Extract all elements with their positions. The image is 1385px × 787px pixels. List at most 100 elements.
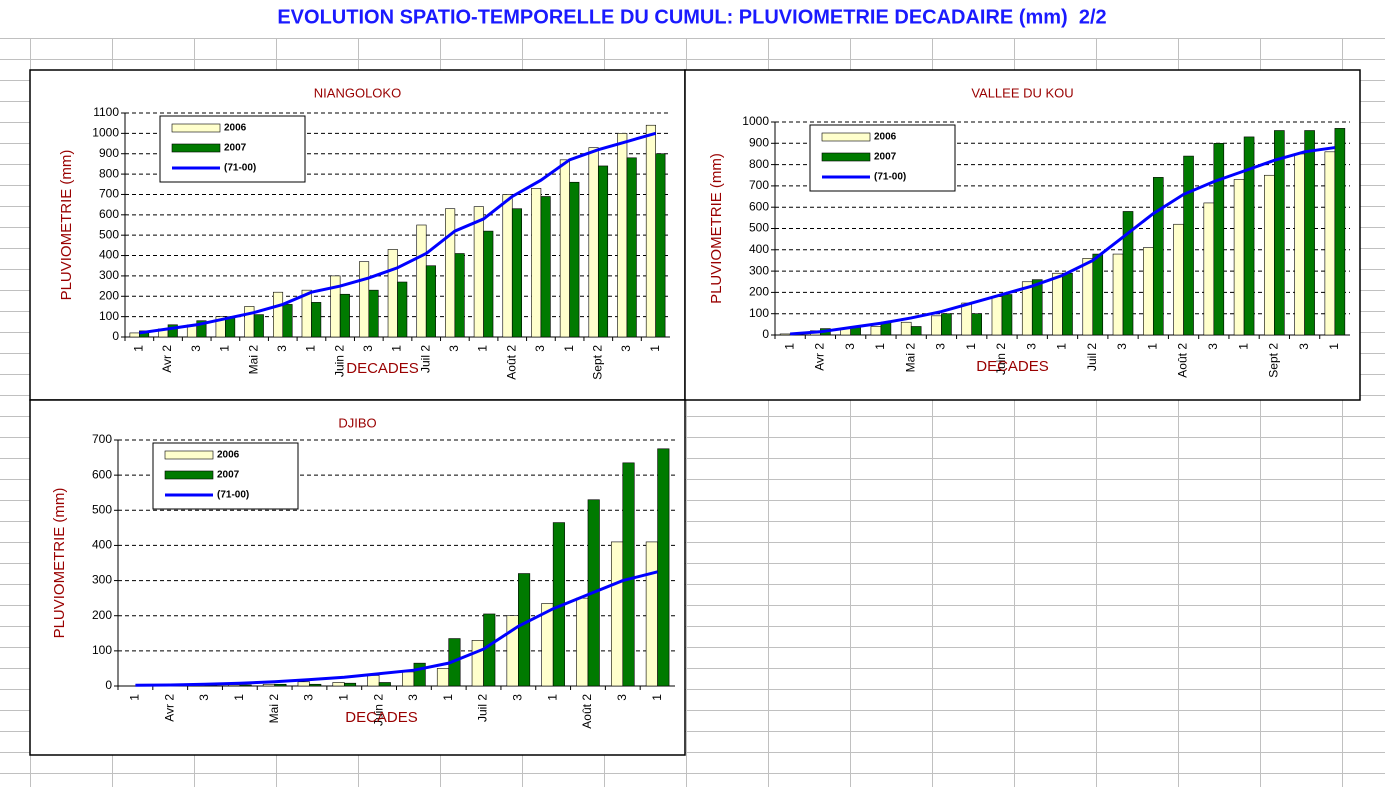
legend-label: (71-00) bbox=[217, 490, 249, 501]
bar bbox=[253, 314, 264, 338]
x-tick-label: 1 bbox=[562, 345, 576, 352]
y-tick-label: 100 bbox=[99, 309, 119, 323]
x-tick-label: 3 bbox=[275, 345, 289, 352]
bar bbox=[900, 321, 912, 336]
bar bbox=[657, 448, 670, 687]
bar bbox=[228, 684, 241, 687]
x-tick-label: Avr 2 bbox=[813, 343, 827, 371]
bar bbox=[541, 603, 554, 687]
bar bbox=[471, 640, 484, 687]
y-tick-label: 0 bbox=[105, 678, 112, 692]
bar bbox=[367, 675, 380, 687]
y-axis-title: PLUVIOMETRIE (mm) bbox=[708, 153, 725, 304]
x-tick-label: Juin 2 bbox=[371, 694, 385, 726]
x-tick-label: 3 bbox=[1206, 343, 1220, 350]
bar bbox=[378, 682, 391, 687]
bar bbox=[1001, 294, 1013, 336]
y-tick-label: 0 bbox=[762, 327, 769, 341]
y-tick-label: 1000 bbox=[742, 114, 769, 128]
bar bbox=[961, 302, 973, 336]
bar bbox=[1294, 153, 1305, 336]
bar bbox=[196, 320, 207, 338]
x-tick-label: 3 bbox=[302, 694, 316, 701]
bar bbox=[941, 313, 952, 336]
y-axis-title: PLUVIOMETRIE (mm) bbox=[51, 488, 68, 639]
y-tick-label: 1000 bbox=[92, 126, 119, 140]
x-tick-label: 1 bbox=[782, 343, 796, 350]
bar bbox=[645, 124, 656, 338]
bar bbox=[274, 683, 287, 687]
y-tick-label: 500 bbox=[749, 221, 769, 235]
legend-swatch bbox=[171, 123, 221, 133]
chart-area bbox=[29, 399, 686, 756]
bar bbox=[971, 313, 982, 336]
bar bbox=[454, 253, 465, 338]
y-axis-title: PLUVIOMETRIE (mm) bbox=[58, 150, 75, 301]
y-tick-label: 1100 bbox=[93, 105, 119, 119]
x-tick-label: Mai 2 bbox=[267, 694, 281, 724]
legend-swatch bbox=[821, 132, 871, 142]
y-tick-label: 0 bbox=[112, 329, 119, 343]
x-tick-label: 3 bbox=[934, 343, 948, 350]
x-tick-label: Avr 2 bbox=[162, 694, 176, 722]
x-tick-label: 3 bbox=[361, 345, 375, 352]
y-tick-label: 700 bbox=[99, 187, 119, 201]
bar bbox=[779, 333, 791, 336]
bar bbox=[1264, 174, 1275, 336]
bar bbox=[1203, 202, 1215, 336]
bar bbox=[1122, 211, 1134, 336]
x-tick-label: 1 bbox=[1145, 343, 1159, 350]
x-tick-label: 1 bbox=[476, 345, 490, 352]
bar bbox=[626, 157, 637, 338]
x-tick-label: 1 bbox=[545, 694, 559, 701]
bar bbox=[1304, 130, 1315, 336]
y-tick-label: 100 bbox=[92, 643, 112, 657]
x-tick-label: Août 2 bbox=[504, 345, 518, 380]
x-tick-label: Juil 2 bbox=[418, 345, 432, 373]
line bbox=[139, 131, 657, 335]
legend-label: 2007 bbox=[224, 143, 247, 154]
bar bbox=[1062, 272, 1073, 336]
chart-title: VALLEE DU KOU bbox=[971, 85, 1073, 100]
x-tick-label: 1 bbox=[964, 343, 978, 350]
bar bbox=[910, 326, 922, 336]
bar bbox=[397, 281, 408, 338]
x-tick-label: 1 bbox=[441, 694, 455, 701]
x-tick-label: Sept 2 bbox=[1267, 343, 1281, 378]
x-tick-label: 1 bbox=[128, 694, 142, 701]
y-tick-label: 900 bbox=[99, 146, 119, 160]
x-tick-label: Août 2 bbox=[580, 694, 594, 729]
x-tick-label: 1 bbox=[648, 345, 662, 352]
bar bbox=[1112, 253, 1124, 336]
x-tick-label: 3 bbox=[615, 694, 629, 701]
bar bbox=[1052, 272, 1063, 336]
x-tick-label: 1 bbox=[1055, 343, 1069, 350]
bar bbox=[1152, 177, 1164, 336]
y-tick-label: 100 bbox=[749, 306, 769, 320]
chart-title: DJIBO bbox=[338, 415, 376, 430]
y-tick-label: 400 bbox=[99, 248, 119, 262]
line bbox=[790, 146, 1336, 336]
bar bbox=[931, 315, 942, 336]
bar bbox=[645, 541, 658, 687]
legend-swatch bbox=[164, 450, 214, 460]
y-tick-label: 500 bbox=[92, 502, 112, 516]
bar bbox=[297, 681, 310, 687]
line bbox=[135, 570, 658, 687]
x-tick-label: Juil 2 bbox=[476, 694, 490, 722]
bar bbox=[1092, 253, 1104, 336]
y-tick-label: 500 bbox=[99, 227, 119, 241]
bar bbox=[311, 302, 322, 338]
chart-title: NIANGOLOKO bbox=[314, 85, 401, 100]
bar bbox=[559, 159, 570, 338]
bar bbox=[1183, 155, 1194, 336]
x-tick-label: 1 bbox=[336, 694, 350, 701]
x-tick-label: 3 bbox=[1115, 343, 1129, 350]
bar bbox=[239, 684, 252, 687]
bar bbox=[610, 541, 624, 687]
bar bbox=[1082, 258, 1094, 336]
legend-label: 2006 bbox=[217, 450, 240, 461]
bar bbox=[622, 462, 635, 687]
title-row bbox=[0, 0, 1385, 38]
